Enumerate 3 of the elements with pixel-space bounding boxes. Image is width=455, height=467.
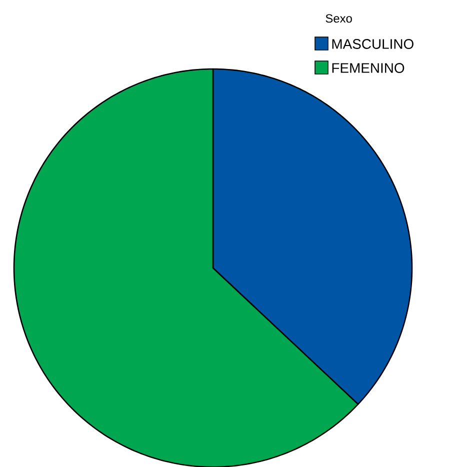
legend-label: FEMENINO bbox=[332, 63, 404, 73]
legend-title: Sexo bbox=[326, 14, 352, 23]
legend-label: MASCULINO bbox=[332, 39, 414, 49]
